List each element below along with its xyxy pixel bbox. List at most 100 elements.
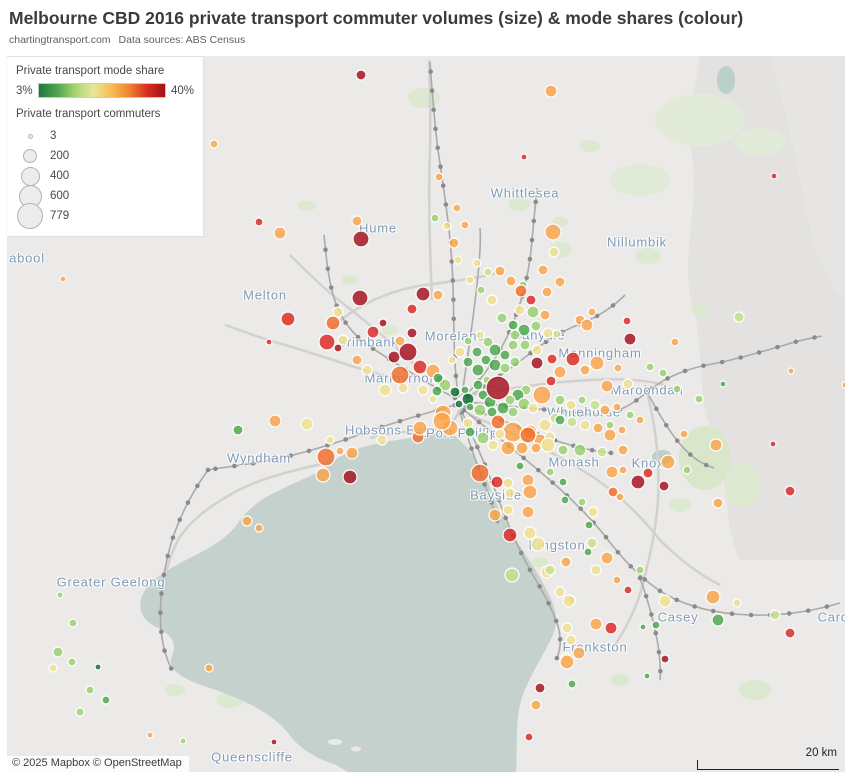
- map-bubble[interactable]: [603, 428, 617, 442]
- map-bubble[interactable]: [500, 440, 516, 456]
- map-bubble[interactable]: [300, 417, 314, 431]
- map-bubble[interactable]: [565, 399, 577, 411]
- map-bubble[interactable]: [622, 316, 632, 326]
- map-bubble[interactable]: [333, 343, 343, 353]
- map-bubble[interactable]: [544, 564, 556, 576]
- map-bubble[interactable]: [559, 654, 575, 670]
- map-bubble[interactable]: [505, 275, 517, 287]
- map-bubble[interactable]: [351, 354, 363, 366]
- map-bubble[interactable]: [265, 338, 273, 346]
- map-bubble[interactable]: [709, 438, 723, 452]
- map-bubble[interactable]: [241, 515, 253, 527]
- map-bubble[interactable]: [600, 379, 614, 393]
- map-bubble[interactable]: [642, 467, 654, 479]
- map-bubble[interactable]: [557, 444, 569, 456]
- map-bubble[interactable]: [525, 294, 537, 306]
- map-bubble[interactable]: [605, 420, 615, 430]
- map-bubble[interactable]: [694, 394, 704, 404]
- map-bubble[interactable]: [787, 367, 795, 375]
- map-bubble[interactable]: [514, 304, 526, 316]
- map-bubble[interactable]: [530, 320, 542, 332]
- map-bubble[interactable]: [378, 318, 388, 328]
- map-bubble[interactable]: [573, 443, 587, 457]
- map-bubble[interactable]: [523, 526, 537, 540]
- map-bubble[interactable]: [565, 634, 577, 646]
- map-bubble[interactable]: [615, 492, 625, 502]
- map-bubble[interactable]: [254, 217, 264, 227]
- map-bubble[interactable]: [612, 402, 622, 412]
- map-bubble[interactable]: [600, 551, 614, 565]
- map-bubble[interactable]: [519, 339, 531, 351]
- map-bubble[interactable]: [412, 359, 428, 375]
- map-bubble[interactable]: [315, 467, 331, 483]
- map-bubble[interactable]: [254, 523, 264, 533]
- map-bubble[interactable]: [622, 378, 634, 390]
- map-bubble[interactable]: [390, 365, 410, 385]
- map-bubble[interactable]: [596, 446, 608, 458]
- map-bubble[interactable]: [352, 230, 370, 248]
- map-bubble[interactable]: [769, 609, 781, 621]
- map-bubble[interactable]: [502, 477, 514, 489]
- map-bubble[interactable]: [532, 385, 552, 405]
- map-bubble[interactable]: [56, 591, 64, 599]
- map-bubble[interactable]: [658, 594, 672, 608]
- map-bubble[interactable]: [643, 672, 651, 680]
- map-bubble[interactable]: [494, 265, 506, 277]
- map-bubble[interactable]: [530, 699, 542, 711]
- map-bubble[interactable]: [453, 255, 463, 265]
- map-bubble[interactable]: [572, 646, 586, 660]
- map-bubble[interactable]: [554, 394, 566, 406]
- map-bubble[interactable]: [434, 172, 444, 182]
- map-bubble[interactable]: [378, 383, 392, 397]
- map-bubble[interactable]: [485, 375, 511, 401]
- map-bubble[interactable]: [204, 663, 214, 673]
- map-bubble[interactable]: [447, 355, 457, 365]
- map-bubble[interactable]: [579, 419, 591, 431]
- map-bubble[interactable]: [472, 258, 482, 268]
- map-bubble[interactable]: [527, 402, 539, 414]
- map-bubble[interactable]: [412, 420, 428, 436]
- map-bubble[interactable]: [769, 440, 777, 448]
- map-bubble[interactable]: [554, 586, 566, 598]
- map-bubble[interactable]: [784, 485, 796, 497]
- map-bubble[interactable]: [733, 311, 745, 323]
- map-bubble[interactable]: [719, 380, 727, 388]
- map-bubble[interactable]: [472, 379, 484, 391]
- map-bubble[interactable]: [522, 484, 538, 500]
- map-bubble[interactable]: [342, 469, 358, 485]
- map-bubble[interactable]: [504, 487, 516, 499]
- map-bubble[interactable]: [554, 414, 566, 426]
- map-bubble[interactable]: [705, 589, 721, 605]
- map-bubble[interactable]: [232, 424, 244, 436]
- map-bubble[interactable]: [548, 246, 560, 258]
- map-bubble[interactable]: [406, 327, 418, 339]
- map-bubble[interactable]: [589, 617, 603, 631]
- map-bubble[interactable]: [599, 404, 611, 416]
- map-bubble[interactable]: [470, 463, 490, 483]
- map-bubble[interactable]: [587, 307, 597, 317]
- map-bubble[interactable]: [406, 303, 418, 315]
- map-bubble[interactable]: [639, 623, 647, 631]
- map-bubble[interactable]: [542, 327, 554, 339]
- map-bubble[interactable]: [712, 497, 724, 509]
- map-bubble[interactable]: [48, 663, 58, 673]
- map-bubble[interactable]: [531, 344, 543, 356]
- map-bubble[interactable]: [463, 336, 473, 346]
- map-bubble[interactable]: [475, 330, 485, 340]
- map-bubble[interactable]: [517, 323, 531, 337]
- map-bubble[interactable]: [462, 356, 474, 368]
- map-bubble[interactable]: [530, 536, 546, 552]
- map-bubble[interactable]: [471, 363, 485, 377]
- map-bubble[interactable]: [431, 385, 443, 397]
- map-bubble[interactable]: [509, 356, 521, 368]
- map-bubble[interactable]: [660, 654, 670, 664]
- map-bubble[interactable]: [841, 381, 845, 389]
- map-bubble[interactable]: [658, 368, 668, 378]
- map-bubble[interactable]: [351, 289, 369, 307]
- map-bubble[interactable]: [345, 446, 359, 460]
- map-bubble[interactable]: [428, 394, 438, 404]
- map-bubble[interactable]: [552, 329, 562, 339]
- map-bubble[interactable]: [366, 325, 380, 339]
- map-bubble[interactable]: [432, 411, 452, 431]
- map-bubble[interactable]: [332, 306, 344, 318]
